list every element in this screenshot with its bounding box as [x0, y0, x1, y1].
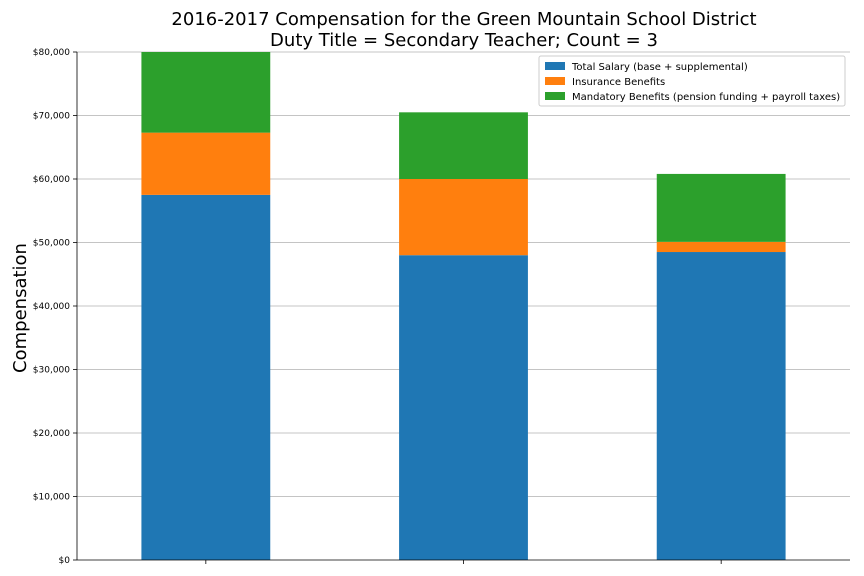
- bar-segment: [141, 194, 271, 560]
- axes-layer: $0 $10,000 $20,000 $30,000 $40,000 $50,000 $60…: [33, 48, 850, 566]
- legend-label: Total Salary (base + supplemental): [571, 62, 748, 73]
- y-tick-label: $10,000: [33, 493, 70, 503]
- legend-label: Insurance Benefits: [572, 77, 665, 88]
- y-tick-label: $0: [59, 556, 71, 566]
- y-tick-label: $50,000: [33, 239, 70, 249]
- legend: Total Salary (base + supplemental) Insura…: [538, 55, 846, 107]
- chart-subtitle: Duty Title = Secondary Teacher; Count = …: [270, 30, 658, 51]
- legend-swatch: [545, 62, 565, 70]
- y-tick-label: $40,000: [33, 302, 70, 312]
- bar-segment: [656, 173, 786, 242]
- legend-box: [538, 55, 846, 107]
- y-tick-label: $80,000: [33, 48, 70, 58]
- y-axis-label: Compensation: [10, 243, 31, 373]
- legend-swatch: [545, 77, 565, 85]
- legend-swatch: [545, 92, 565, 100]
- y-tick-label: $70,000: [33, 112, 70, 122]
- y-tick-label: $60,000: [33, 175, 70, 185]
- legend-label: Mandatory Benefits (pension funding + pa…: [572, 92, 840, 103]
- bar-segment: [399, 255, 528, 560]
- bar-segment: [656, 241, 786, 253]
- y-tick-label: $30,000: [33, 366, 70, 376]
- bar-segment: [141, 132, 271, 195]
- chart-title: 2016-2017 Compensation for the Green Mou…: [171, 9, 756, 30]
- bar-segment: [141, 52, 271, 133]
- bars-layer: [141, 52, 786, 560]
- bar-segment: [656, 252, 786, 560]
- y-tick-label: $20,000: [33, 429, 70, 439]
- bar-segment: [399, 112, 528, 179]
- bar-segment: [399, 179, 528, 256]
